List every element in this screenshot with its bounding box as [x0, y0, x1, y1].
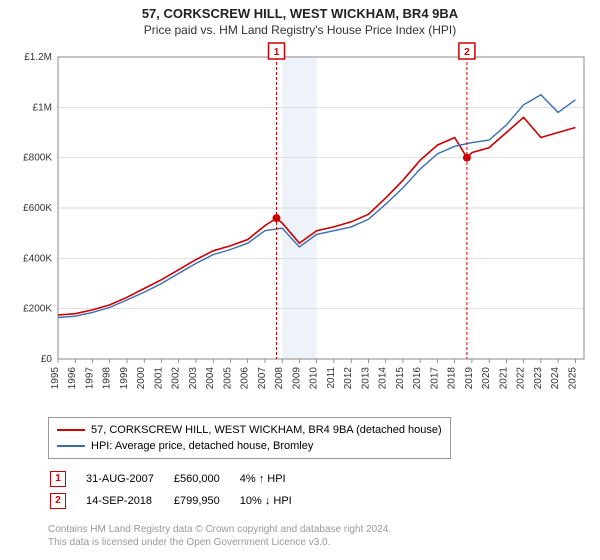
marker-id-badge: 2 [50, 493, 66, 509]
svg-text:2018: 2018 [447, 367, 458, 390]
footer-line-2: This data is licensed under the Open Gov… [48, 536, 600, 549]
svg-text:1997: 1997 [84, 367, 95, 390]
svg-text:£600K: £600K [23, 203, 52, 214]
legend-box: 57, CORKSCREW HILL, WEST WICKHAM, BR4 9B… [48, 417, 451, 459]
svg-text:2005: 2005 [222, 367, 233, 390]
svg-text:£200K: £200K [23, 304, 52, 315]
marker-row: 1 31-AUG-2007£560,0004% ↑ HPI [50, 469, 310, 489]
svg-text:2014: 2014 [378, 367, 389, 390]
svg-text:2002: 2002 [171, 367, 182, 390]
marker-price: £560,000 [174, 469, 238, 489]
marker-id-badge: 1 [50, 471, 66, 487]
svg-text:2021: 2021 [498, 367, 509, 390]
marker-dot-2 [463, 154, 471, 162]
svg-text:1998: 1998 [102, 367, 113, 390]
chart-area: £0 £200K £400K £600K £800K £1M £1.2M 1995 1996 19… [10, 41, 590, 411]
marker-date: 31-AUG-2007 [86, 469, 172, 489]
line-chart-svg: £0 £200K £400K £600K £800K £1M £1.2M 1995 1996 19… [10, 41, 590, 411]
marker-row: 2 14-SEP-2018£799,95010% ↓ HPI [50, 491, 310, 511]
series-hpi [58, 95, 575, 318]
svg-text:2009: 2009 [291, 367, 302, 390]
svg-text:£0: £0 [41, 354, 53, 365]
chart-title: 57, CORKSCREW HILL, WEST WICKHAM, BR4 9B… [0, 0, 600, 21]
svg-text:1: 1 [274, 47, 280, 58]
svg-text:2016: 2016 [412, 367, 423, 390]
legend-item: HPI: Average price, detached house, Brom… [57, 438, 442, 454]
svg-text:2015: 2015 [395, 367, 406, 390]
svg-text:2020: 2020 [481, 367, 492, 390]
svg-text:2001: 2001 [153, 367, 164, 390]
svg-text:2023: 2023 [533, 367, 544, 390]
series-property [58, 117, 575, 315]
marker-delta: 4% ↑ HPI [240, 469, 310, 489]
svg-text:£400K: £400K [23, 253, 52, 264]
svg-text:2003: 2003 [188, 367, 199, 390]
svg-text:2012: 2012 [343, 367, 354, 390]
svg-text:2011: 2011 [326, 367, 337, 389]
svg-text:2010: 2010 [309, 367, 320, 390]
marker-delta: 10% ↓ HPI [240, 491, 310, 511]
svg-text:1996: 1996 [67, 367, 78, 390]
svg-text:2000: 2000 [136, 367, 147, 390]
marker-price: £799,950 [174, 491, 238, 511]
svg-text:£1M: £1M [33, 102, 52, 113]
svg-text:2024: 2024 [550, 367, 561, 390]
chart-subtitle: Price paid vs. HM Land Registry's House … [0, 21, 600, 41]
svg-text:2022: 2022 [516, 367, 527, 390]
legend-swatch [57, 429, 85, 431]
sale-marker-table: 1 31-AUG-2007£560,0004% ↑ HPI 2 14-SEP-2018… [48, 467, 312, 513]
legend-label: 57, CORKSCREW HILL, WEST WICKHAM, BR4 9B… [91, 422, 442, 438]
svg-text:£800K: £800K [23, 153, 52, 164]
svg-text:1999: 1999 [119, 367, 130, 390]
marker-dot-1 [273, 214, 281, 222]
svg-text:1995: 1995 [50, 367, 61, 390]
svg-text:2013: 2013 [360, 367, 371, 390]
svg-text:2008: 2008 [274, 367, 285, 390]
legend-item: 57, CORKSCREW HILL, WEST WICKHAM, BR4 9B… [57, 422, 442, 438]
svg-text:2004: 2004 [205, 367, 216, 390]
footer-line-1: Contains HM Land Registry data © Crown c… [48, 523, 600, 536]
svg-text:2017: 2017 [429, 367, 440, 390]
legend-swatch [57, 445, 85, 447]
svg-text:2019: 2019 [464, 367, 475, 390]
svg-text:2006: 2006 [240, 367, 251, 390]
legend-label: HPI: Average price, detached house, Brom… [91, 438, 313, 454]
svg-text:2: 2 [464, 47, 470, 58]
marker-date: 14-SEP-2018 [86, 491, 172, 511]
svg-text:2025: 2025 [567, 367, 578, 390]
svg-text:£1.2M: £1.2M [24, 52, 52, 63]
svg-text:2007: 2007 [257, 367, 268, 390]
footer-attribution: Contains HM Land Registry data © Crown c… [48, 523, 600, 549]
